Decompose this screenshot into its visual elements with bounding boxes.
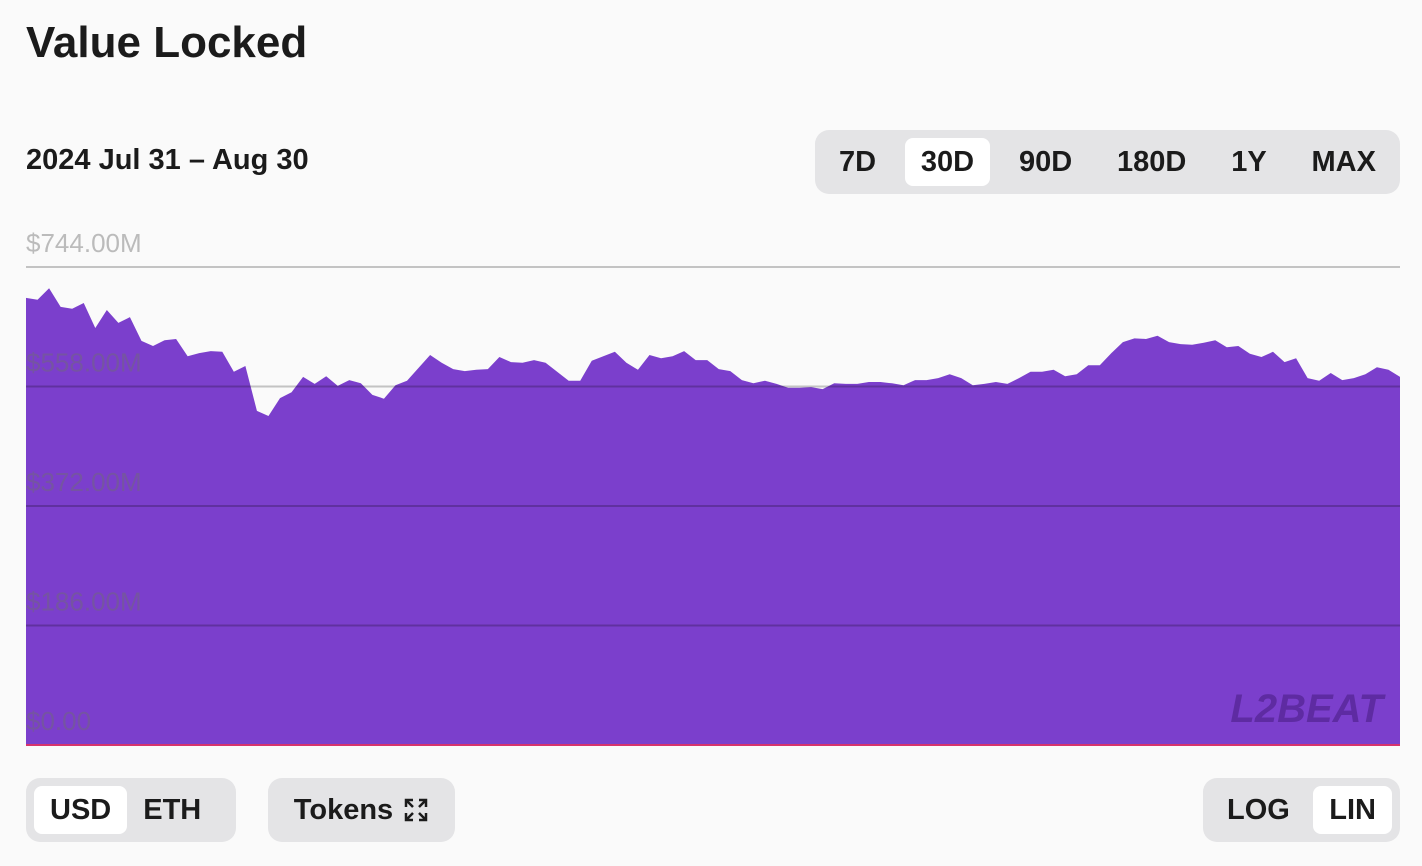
expand-icon	[404, 798, 428, 822]
y-tick-label: $186.00M	[26, 587, 142, 617]
range-button[interactable]: 7D	[839, 146, 877, 178]
date-range: 2024 Jul 31 – Aug 30	[26, 144, 309, 176]
range-button[interactable]: MAX	[1311, 146, 1376, 178]
watermark: L2BEAT	[1230, 687, 1386, 731]
tokens-button[interactable]: Tokens	[268, 778, 455, 842]
range-button[interactable]: 1Y	[1231, 146, 1267, 178]
range-selector: 7D 30D 90D 180D 1Y MAX	[815, 130, 1400, 194]
area	[26, 288, 1400, 745]
tokens-label: Tokens	[293, 794, 394, 826]
title: Value Locked	[26, 18, 308, 67]
range-button[interactable]: 30D	[904, 138, 991, 186]
scale-button[interactable]: LOG	[1227, 794, 1290, 826]
scale-button[interactable]: LIN	[1313, 786, 1392, 834]
unit-selector: USD ETH	[26, 778, 236, 842]
unit-button[interactable]: USD	[34, 786, 128, 834]
y-tick-label: $744.00M	[26, 228, 142, 258]
unit-button[interactable]: ETH	[143, 794, 202, 826]
scale-selector: LOG LIN	[1203, 778, 1400, 842]
range-button[interactable]: 180D	[1117, 146, 1187, 178]
range-button[interactable]: 90D	[1018, 146, 1073, 178]
y-tick-label: $372.00M	[26, 467, 142, 497]
chart: L2BEAT $0.00 $186.00M $372.00M $558.00M $744.…	[26, 228, 1400, 746]
y-tick-label: $558.00M	[26, 348, 142, 378]
y-tick-label: $0.00	[26, 706, 91, 736]
